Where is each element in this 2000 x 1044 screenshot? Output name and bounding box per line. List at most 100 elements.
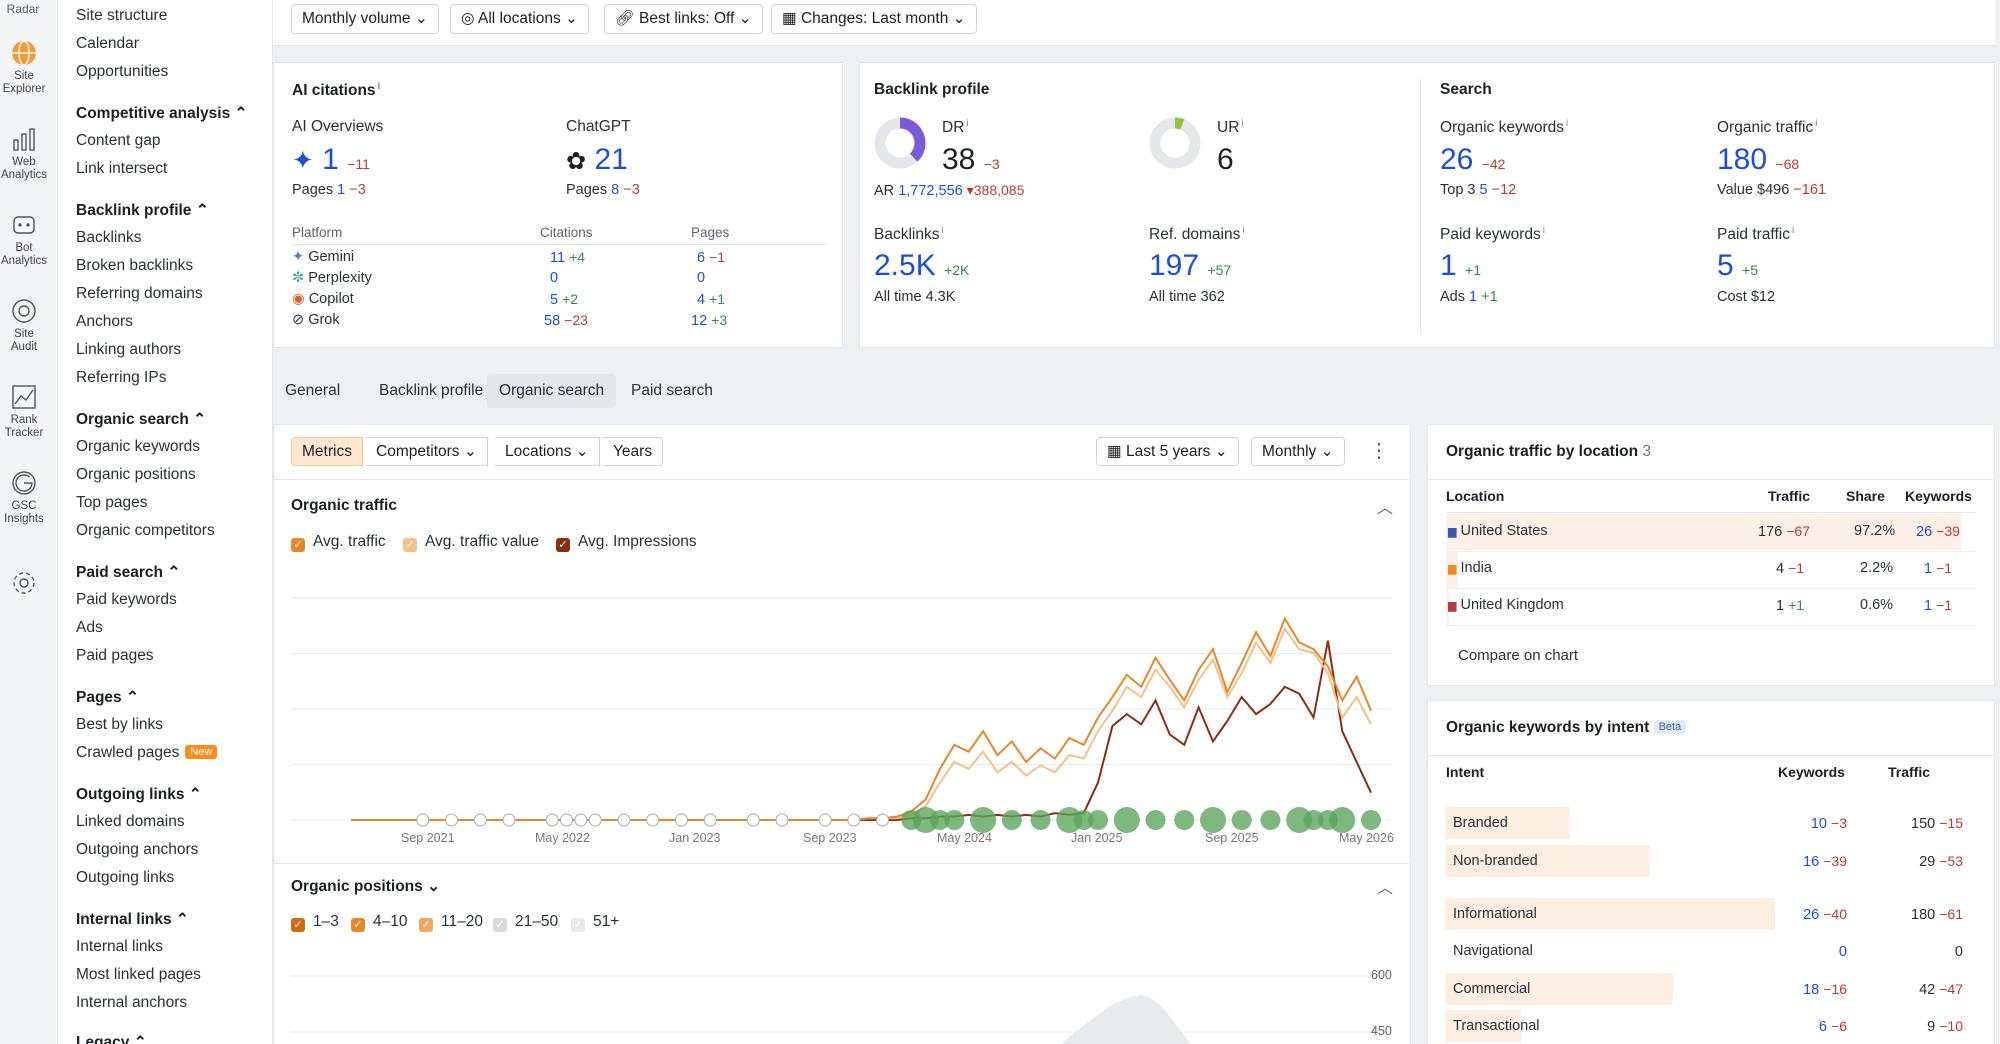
intent-row-label[interactable]: Branded <box>1453 815 1508 831</box>
collapse-icon[interactable]: ︿ <box>1377 880 1394 897</box>
col-intent[interactable]: Intent <box>1446 764 1485 780</box>
tab-general[interactable]: General <box>285 382 341 399</box>
nav-section-pages[interactable]: Pages ⌃ <box>76 689 139 706</box>
annotation-marker[interactable] <box>445 813 459 827</box>
rail-web-analytics[interactable]: Web Analytics <box>0 126 48 182</box>
ur-value[interactable]: 6 <box>1217 143 1234 176</box>
date-range-dropdown[interactable]: ▦ Last 5 years ⌄ <box>1096 437 1239 466</box>
nav-organic-keywords[interactable]: Organic keywords <box>76 438 201 455</box>
nav-organic-competitors[interactable]: Organic competitors <box>76 522 215 539</box>
citations-cell[interactable]: 11 +4 <box>550 249 586 266</box>
keywords-cell[interactable]: 1 −1 <box>1924 597 1953 614</box>
best-links-dropdown[interactable]: 🔗︎ Best links: Off ⌄ <box>604 4 763 34</box>
col-keywords[interactable]: Keywords <box>1778 764 1845 780</box>
paid-traffic-value[interactable]: 5 +5 <box>1717 249 1758 282</box>
annotation-marker[interactable] <box>930 810 951 830</box>
nav-linked-domains[interactable]: Linked domains <box>76 813 185 830</box>
years-segment[interactable]: Years <box>603 437 664 466</box>
annotation-marker[interactable] <box>775 813 789 827</box>
location-row-india[interactable]: ▆ India <box>1448 560 1492 576</box>
nav-internal-anchors[interactable]: Internal anchors <box>76 994 188 1011</box>
annotation-marker[interactable] <box>703 813 717 827</box>
keywords-cell[interactable]: 1 −1 <box>1924 560 1953 577</box>
chatgpt-value[interactable]: ✿ 21 <box>566 143 628 176</box>
nav-referring-ips[interactable]: Referring IPs <box>76 369 167 386</box>
competitors-segment[interactable]: Competitors ⌄ <box>366 437 488 466</box>
rail-site-explorer[interactable]: Site Explorer <box>0 40 48 96</box>
legend-pos-1-3[interactable]: ✓ 1–3 <box>291 913 339 932</box>
nav-site-structure[interactable]: Site structure <box>76 7 168 24</box>
citations-cell[interactable]: 58 −23 <box>544 312 588 329</box>
nav-paid-pages[interactable]: Paid pages <box>76 647 154 664</box>
annotation-marker[interactable] <box>1073 810 1094 830</box>
organic-positions-title[interactable]: Organic positions ⌄ <box>291 878 441 895</box>
annotation-marker[interactable] <box>674 813 688 827</box>
legend-avg-traffic-value[interactable]: ✓ Avg. traffic value <box>403 533 539 552</box>
annotation-marker[interactable] <box>1231 810 1252 830</box>
volume-dropdown[interactable]: Monthly volume ⌄ <box>291 4 439 34</box>
intent-row-label[interactable]: Non-branded <box>1453 853 1538 869</box>
nav-calendar[interactable]: Calendar <box>76 35 139 52</box>
intent-keywords-cell[interactable]: 6 −6 <box>1818 1018 1847 1035</box>
traffic-cell[interactable]: 1 +1 <box>1776 597 1805 614</box>
platform-gemini[interactable]: ✦ Gemini <box>292 249 355 265</box>
annotation-marker[interactable] <box>1329 807 1356 833</box>
nav-link-intersect[interactable]: Link intersect <box>76 160 168 177</box>
legend-pos-4-10[interactable]: ✓ 4–10 <box>351 913 407 932</box>
compare-on-chart-link[interactable]: Compare on chart <box>1458 647 1579 664</box>
organic-traffic-chart[interactable]: Sep 2021 May 2022 Jan 2023 Sep 2023 May 2024… <box>291 580 1395 850</box>
legend-pos-11-20[interactable]: ✓ 11–20 <box>419 913 483 932</box>
pages-cell[interactable]: 4 +1 <box>697 291 726 308</box>
organic-positions-chart[interactable] <box>291 960 1395 1044</box>
nav-referring-domains[interactable]: Referring domains <box>76 285 203 302</box>
pages-cell[interactable]: 0 <box>697 270 706 286</box>
nav-section-outgoing[interactable]: Outgoing links ⌃ <box>76 786 202 803</box>
rail-rank-tracker[interactable]: Rank Tracker <box>0 384 48 440</box>
annotation-marker[interactable] <box>1260 810 1281 830</box>
pages-cell[interactable]: 6 −1 <box>697 249 726 266</box>
annotation-marker[interactable] <box>617 813 631 827</box>
nav-outgoing-links[interactable]: Outgoing links <box>76 869 175 886</box>
annotation-marker[interactable] <box>1174 810 1195 830</box>
radar-label[interactable]: Radar <box>6 2 40 16</box>
legend-avg-impressions[interactable]: ✓ Avg. Impressions <box>556 533 697 552</box>
nav-ads[interactable]: Ads <box>76 619 103 636</box>
annotation-marker[interactable] <box>502 813 516 827</box>
annotation-marker[interactable] <box>818 813 832 827</box>
annotation-marker[interactable] <box>876 813 890 827</box>
intent-keywords-cell[interactable]: 0 <box>1838 944 1847 960</box>
nav-section-organic[interactable]: Organic search ⌃ <box>76 411 207 428</box>
metrics-segment[interactable]: Metrics <box>291 437 363 466</box>
citations-cell[interactable]: 0 <box>550 270 559 286</box>
nav-content-gap[interactable]: Content gap <box>76 132 161 149</box>
annotation-marker[interactable] <box>1001 810 1022 830</box>
annotation-marker[interactable] <box>416 813 430 827</box>
rail-gsc-insights[interactable]: GSC Insights <box>0 470 48 526</box>
col-keywords[interactable]: Keywords <box>1905 488 1972 504</box>
annotation-marker[interactable] <box>1303 810 1324 830</box>
nav-organic-positions[interactable]: Organic positions <box>76 466 196 483</box>
annotation-marker[interactable] <box>574 813 588 827</box>
keywords-cell[interactable]: 26 −39 <box>1916 523 1960 540</box>
rail-settings[interactable] <box>0 570 48 600</box>
annotation-marker[interactable] <box>646 813 660 827</box>
intent-row-label[interactable]: Transactional <box>1453 1018 1540 1034</box>
locations-dropdown[interactable]: ◎ All locations ⌄ <box>450 4 589 34</box>
ref-domains-value[interactable]: 197 +57 <box>1149 249 1232 282</box>
changes-dropdown[interactable]: ▦ Changes: Last month ⌄ <box>771 4 977 34</box>
annotation-marker[interactable] <box>912 807 939 833</box>
nav-section-legacy[interactable]: Legacy ⌃ <box>76 1034 147 1044</box>
nav-opportunities[interactable]: Opportunities <box>76 63 169 80</box>
nav-section-backlink[interactable]: Backlink profile ⌃ <box>76 202 209 219</box>
annotation-marker[interactable] <box>970 807 997 833</box>
nav-crawled-pages[interactable]: Crawled pages New <box>76 744 218 762</box>
col-share[interactable]: Share <box>1846 488 1885 504</box>
traffic-cell[interactable]: 176 −67 <box>1758 523 1810 540</box>
traffic-cell[interactable]: 4 −1 <box>1776 560 1805 577</box>
ai-overviews-value[interactable]: ✦ 1 −11 <box>292 143 370 176</box>
dr-value[interactable]: 38 −3 <box>942 143 1000 176</box>
annotation-marker[interactable] <box>473 813 487 827</box>
intent-row-label[interactable]: Navigational <box>1453 943 1533 959</box>
annotation-marker[interactable] <box>746 813 760 827</box>
organic-keywords-value[interactable]: 26 −42 <box>1440 143 1506 176</box>
